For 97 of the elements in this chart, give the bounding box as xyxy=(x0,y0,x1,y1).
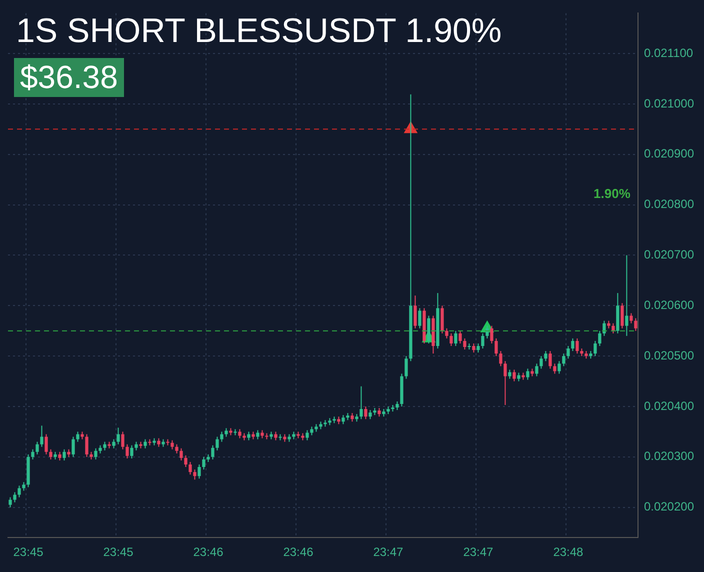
candlestick xyxy=(121,431,124,450)
candlestick xyxy=(36,441,39,455)
candlestick xyxy=(458,330,462,344)
y-tick-label: 0.020700 xyxy=(644,248,694,262)
candlestick xyxy=(180,448,183,461)
candlestick xyxy=(40,425,44,448)
candlestick xyxy=(576,338,579,354)
candlestick xyxy=(364,406,368,420)
candlestick xyxy=(540,356,543,370)
candlestick xyxy=(198,464,201,480)
candlestick xyxy=(414,295,417,329)
x-tick-label: 23:46 xyxy=(283,545,314,560)
y-tick-label: 0.020300 xyxy=(644,449,694,464)
candlestick xyxy=(8,496,12,508)
candlestick xyxy=(558,360,561,374)
candlestick xyxy=(625,254,628,336)
x-tick-label: 23:47 xyxy=(373,545,404,560)
candlestick xyxy=(630,312,633,324)
y-tick-label: 0.020500 xyxy=(644,348,694,362)
candlestick xyxy=(634,318,638,332)
candlestick xyxy=(512,369,516,382)
candlestick xyxy=(72,436,75,458)
candlestick xyxy=(427,315,430,344)
candlestick xyxy=(211,444,214,460)
candlestick xyxy=(184,454,188,468)
chart-title: 1S SHORT BLESSUSDT 1.90% xyxy=(16,12,502,51)
y-tick-label: 0.021100 xyxy=(644,46,694,60)
x-tick-label: 23:48 xyxy=(553,545,584,560)
candlestick xyxy=(508,369,512,380)
candlestick xyxy=(144,438,147,449)
candlestick xyxy=(170,440,174,450)
candlestick xyxy=(620,302,624,329)
candlestick xyxy=(13,492,16,503)
candlestick xyxy=(548,350,552,370)
x-tick-label: 23:47 xyxy=(463,545,494,560)
candlestick xyxy=(566,345,570,360)
candlestick xyxy=(116,427,120,445)
annotation: 1.90% xyxy=(594,186,631,201)
annotation: $36.38 xyxy=(14,58,124,97)
candlestick xyxy=(571,338,574,352)
y-tick-label: 0.020800 xyxy=(644,197,694,212)
candlestick xyxy=(278,434,282,441)
candlestick xyxy=(494,338,498,357)
candlestick xyxy=(472,342,476,354)
candlestick xyxy=(454,330,458,346)
candlestick xyxy=(175,444,178,454)
candlestick xyxy=(76,431,80,442)
x-tick-label: 23:45 xyxy=(13,545,44,560)
candlestick xyxy=(535,363,538,377)
candlestick xyxy=(499,350,502,367)
candlestick xyxy=(220,431,224,442)
y-tick-label: 0.020900 xyxy=(644,146,694,161)
y-tick-label: 0.020600 xyxy=(644,298,694,312)
candlestick xyxy=(112,438,116,449)
x-tick-label: 23:46 xyxy=(193,545,224,560)
candlestick xyxy=(612,322,615,334)
candlestick xyxy=(62,448,66,461)
candlestick xyxy=(188,461,192,476)
candlestick xyxy=(238,428,242,439)
candlestick xyxy=(202,456,206,470)
candlestick xyxy=(360,386,363,420)
candlestick xyxy=(306,430,309,441)
candlestick xyxy=(193,469,196,480)
candlestick xyxy=(445,328,448,339)
candlestick xyxy=(94,448,98,460)
candlestick xyxy=(18,485,21,498)
candlestick xyxy=(130,444,134,459)
x-tick-label: 23:45 xyxy=(103,545,134,560)
candlestick xyxy=(342,414,345,425)
candlestick xyxy=(368,410,372,420)
y-tick-label: 0.020400 xyxy=(644,398,694,413)
candlestick xyxy=(463,338,466,350)
candlestick xyxy=(49,448,52,460)
candlestick xyxy=(602,320,606,336)
candlestick xyxy=(562,353,566,367)
candlestick xyxy=(504,360,507,406)
candlestick xyxy=(450,332,453,346)
y-tick-label: 0.020200 xyxy=(644,500,694,514)
candlestick xyxy=(594,340,597,357)
candlestick xyxy=(486,325,489,339)
y-tick-label: 0.021000 xyxy=(644,96,694,110)
candlestick xyxy=(490,325,494,344)
candlestick xyxy=(440,305,444,334)
candlestick xyxy=(481,332,484,350)
candlestick xyxy=(544,350,548,362)
candlestick xyxy=(44,434,48,455)
candlestick xyxy=(598,330,602,346)
candlestick xyxy=(31,448,34,460)
candlestick xyxy=(526,368,530,380)
candlestick xyxy=(126,444,129,459)
candlestick xyxy=(404,356,408,380)
candlestick xyxy=(553,363,556,374)
candlestick xyxy=(476,342,480,354)
candlestick xyxy=(216,436,219,451)
candlestick xyxy=(256,430,260,440)
candlestick xyxy=(85,434,88,458)
candlestick xyxy=(418,308,422,329)
